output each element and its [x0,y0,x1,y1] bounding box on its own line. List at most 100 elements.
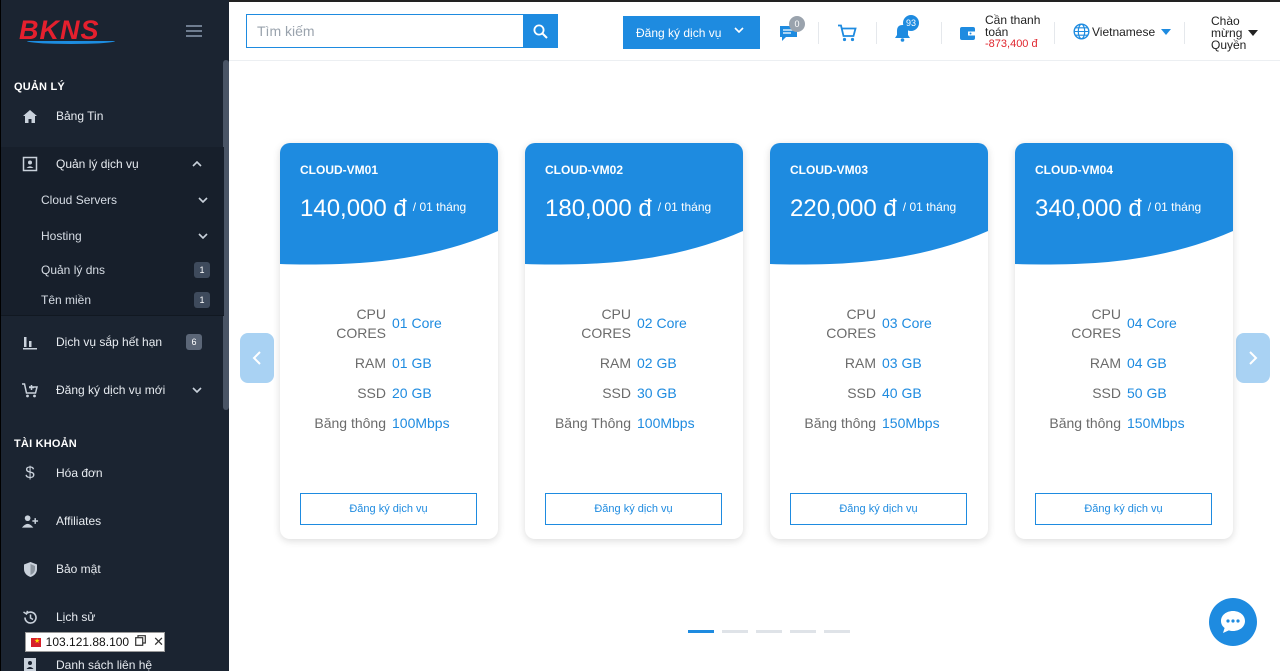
caret-down-icon[interactable] [1248,30,1258,36]
sidebar-item-history[interactable]: Lịch sử [1,600,224,634]
sidebar-item-security[interactable]: Bảo mật [1,552,224,586]
carousel-dot[interactable] [790,630,816,633]
register-service-label: Đăng ký dịch vụ [636,25,722,40]
count-badge: 6 [186,334,202,350]
wallet-icon[interactable] [956,22,978,44]
close-icon[interactable]: ✕ [153,634,164,649]
dollar-icon: $ [25,463,35,482]
sidebar-subitem-dns[interactable]: Quản lý dns 1 [1,256,224,284]
logo-bar: BKNS [1,0,229,60]
chevron-down-icon [192,385,202,396]
chat-bubble-icon [1221,611,1245,633]
search-button[interactable] [523,14,558,48]
carousel-next-button[interactable] [1236,333,1270,383]
sidebar-item-label: Quản lý dịch vụ [56,157,139,171]
plan-price: 220,000 đ / 01 tháng [790,195,956,223]
spec-label: SSD [602,385,631,401]
plan-price-period: / 01 tháng [412,200,467,214]
plan-price-amount: 180,000 đ [545,195,652,222]
sidebar-subitem-domains[interactable]: Tên miền 1 [1,286,224,314]
hamburger-icon[interactable] [186,25,202,37]
carousel-dot[interactable] [824,630,850,633]
spec-label: RAM [1089,355,1121,371]
carousel-dot[interactable] [688,630,714,633]
plan-card-header: CLOUD-VM04 340,000 đ / 01 tháng [1015,143,1233,268]
sidebar-item-expiring[interactable]: Dịch vụ sắp hết hạn 6 [1,325,224,359]
plan-price: 180,000 đ / 01 tháng [545,195,711,223]
ip-address-box: 103.121.88.100 ✕ [25,632,165,652]
sidebar-item-label: Dịch vụ sắp hết hạn [56,335,163,349]
chevron-left-icon [252,351,261,365]
user-card-icon [21,155,39,173]
sidebar-item-service-management[interactable]: Quản lý dịch vụ [1,147,224,181]
user-menu[interactable]: Chào mừng Quyền [1211,15,1246,51]
chat-button[interactable] [1209,598,1257,646]
plan-register-button[interactable]: Đăng ký dịch vụ [300,493,477,525]
spec-value: 04 Core [1127,315,1177,331]
ticket-count-badge: 0 [789,16,805,32]
carousel-prev-button[interactable] [240,333,274,383]
sidebar-item-news[interactable]: Bảng Tin [1,99,224,133]
carousel-dot[interactable] [722,630,748,633]
separator [941,22,942,44]
spec-label-line2: CORES [826,325,876,341]
plan-register-button[interactable]: Đăng ký dịch vụ [1035,493,1212,525]
history-icon [21,608,39,626]
cart-plus-icon [21,381,39,399]
cart-icon[interactable] [836,22,858,44]
contact-card-icon [21,656,39,671]
spec-label: CPU CORES [581,305,631,343]
separator [876,22,877,44]
chevron-right-icon [1249,351,1258,365]
search-input[interactable] [247,15,557,47]
spec-value: 50 GB [1127,385,1167,401]
spec-label-line1: CPU [846,306,876,322]
sidebar-item-affiliates[interactable]: Affiliates [1,504,224,538]
spec-label-line2: CORES [581,325,631,341]
vietnam-flag-icon [31,637,41,647]
greeting-user: Quyền [1211,38,1247,52]
spec-label: SSD [1092,385,1121,401]
carousel-pagination [688,630,858,633]
spec-label-line1: CPU [601,306,631,322]
plan-register-button[interactable]: Đăng ký dịch vụ [545,493,722,525]
search-icon [533,24,548,39]
balance-label-line2: toán [985,25,1009,39]
spec-value: 100Mbps [392,415,450,431]
plan-card: CLOUD-VM03 220,000 đ / 01 tháng CPU CORES 03 … [770,143,988,539]
register-service-button[interactable]: Đăng ký dịch vụ [623,16,760,49]
search-box [246,14,558,48]
sidebar-item-invoice[interactable]: $ Hóa đơn [1,456,224,490]
sidebar-subitem-cloud-servers[interactable]: Cloud Servers [1,186,224,214]
shield-icon [21,560,39,578]
spec-value: 04 GB [1127,355,1167,371]
sidebar-item-register-new[interactable]: Đăng ký dịch vụ mới [1,373,224,407]
sidebar-item-label: Bảo mật [56,562,101,576]
spec-cpu: CPU CORES 02 Core [525,305,743,343]
spec-value: 40 GB [882,385,922,401]
logo-swoosh [27,38,115,44]
notification-count-badge: 93 [903,15,920,31]
sidebar-subitem-label: Cloud Servers [41,193,118,207]
spec-label: Băng thông [1049,415,1121,431]
plan-price-amount: 220,000 đ [790,195,897,222]
plan-card-header: CLOUD-VM02 180,000 đ / 01 tháng [525,143,743,268]
plan-register-button[interactable]: Đăng ký dịch vụ [790,493,967,525]
sidebar-scrollbar[interactable] [223,60,229,410]
sidebar-item-label: Danh sách liên hệ [56,658,153,671]
section-title-account: TÀI KHOẢN [14,438,77,450]
sidebar-item-contacts[interactable]: Danh sách liên hệ [1,648,224,671]
language-selector[interactable]: Vietnamese [1073,23,1172,40]
plan-card: CLOUD-VM01 140,000 đ / 01 tháng CPU CORES 01 … [280,143,498,539]
user-plus-icon [21,512,39,530]
sidebar-subitem-hosting[interactable]: Hosting [1,222,224,250]
balance-label-line1: Cần thanh [985,13,1041,27]
chevron-down-icon [734,25,744,36]
carousel-dot[interactable] [756,630,782,633]
copy-icon[interactable] [135,635,146,649]
spec-cpu: CPU CORES 03 Core [770,305,988,343]
spec-value: 150Mbps [1127,415,1185,431]
plan-card: CLOUD-VM04 340,000 đ / 01 tháng CPU CORES 04 … [1015,143,1233,539]
spec-value: 01 Core [392,315,442,331]
balance-due[interactable]: Cần thanh toán -873,400 đ [985,14,1040,50]
